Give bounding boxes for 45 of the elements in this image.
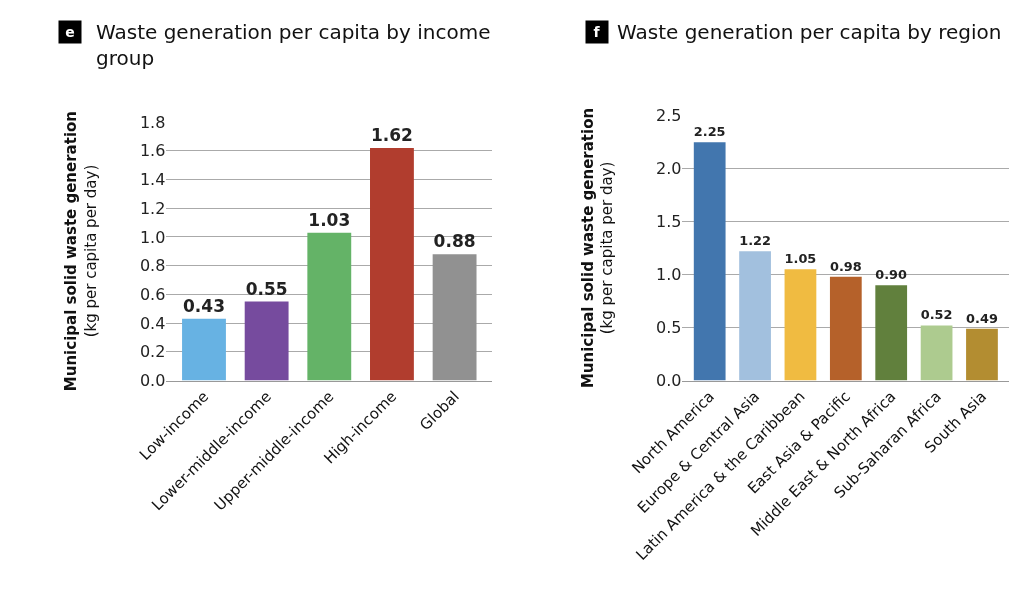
- y-tick-label: 1.8: [139, 112, 166, 132]
- y-tick-label: 0.0: [139, 371, 166, 391]
- y-tick-label: 2.0: [656, 159, 682, 179]
- data-label: 2.25: [693, 124, 726, 140]
- y-tick-label: 1.2: [139, 198, 166, 218]
- data-label: 1.05: [784, 251, 817, 267]
- bar: [244, 301, 289, 381]
- y-axis-title: Municipal solid waste generation (kg per capita per day): [62, 110, 100, 392]
- bar: [784, 269, 817, 381]
- y-tick-label: 0.6: [139, 285, 166, 305]
- y-tick-label: 1.4: [139, 170, 166, 190]
- y-tick-label: 1.0: [139, 227, 166, 247]
- bar: [966, 328, 998, 381]
- text: f: [593, 24, 601, 40]
- chart-title: Waste generation per capita by income group: [96, 20, 491, 70]
- bar: [370, 147, 414, 381]
- data-label: 0.88: [433, 231, 476, 252]
- data-label: 0.55: [245, 278, 288, 299]
- data-label: 0.43: [183, 295, 225, 316]
- data-label: 1.03: [308, 209, 351, 230]
- bar: [739, 251, 771, 381]
- y-tick-label: 0.8: [139, 256, 166, 276]
- y-tick-label: 1.0: [656, 265, 682, 285]
- data-label: 1.22: [739, 233, 771, 249]
- data-label: 0.90: [875, 267, 908, 283]
- bar: [875, 285, 908, 381]
- data-label: 0.98: [829, 258, 862, 274]
- y-tick-label: 0.5: [656, 318, 682, 338]
- y-axis-title: Municipal solid waste generation (kg per capita per day): [578, 107, 617, 389]
- y-tick-label: 0.0: [656, 371, 682, 391]
- bar: [693, 142, 726, 381]
- chart-title: Waste generation per capita by region: [617, 20, 1002, 44]
- text: e: [65, 24, 75, 40]
- data-label: 1.62: [370, 124, 413, 145]
- y-tick-label: 1.5: [656, 212, 682, 232]
- y-tick-label: 2.5: [656, 106, 682, 126]
- y-tick-label: 0.2: [139, 342, 166, 362]
- bar: [307, 232, 352, 381]
- y-tick-label: 1.6: [139, 141, 166, 161]
- data-label: 0.52: [920, 307, 953, 323]
- bar: [829, 276, 862, 381]
- data-label: 0.49: [966, 310, 998, 326]
- bar: [182, 318, 226, 381]
- y-tick-label: 0.4: [139, 313, 166, 333]
- bar: [920, 325, 953, 381]
